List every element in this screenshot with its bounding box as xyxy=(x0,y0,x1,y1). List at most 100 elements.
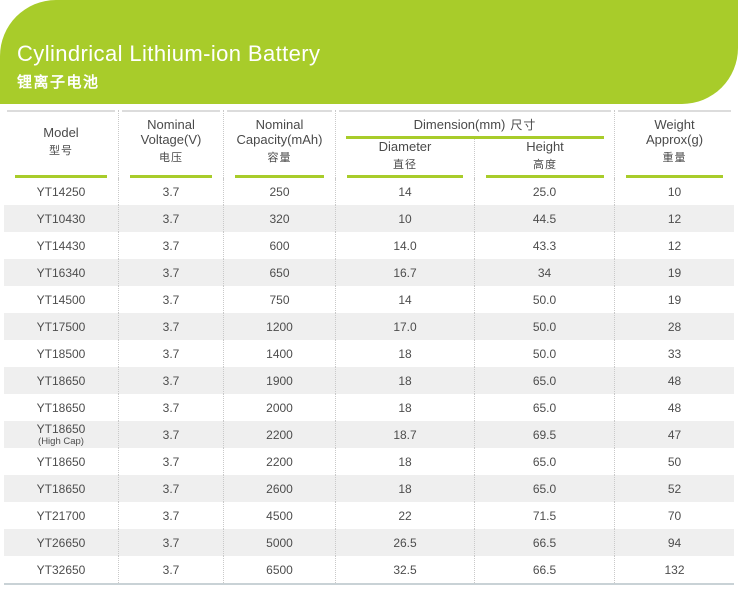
table-row: YT14250 3.7 250 14 25.0 10 xyxy=(4,178,734,205)
cell-model: YT32650 xyxy=(4,556,119,583)
cell-model: YT21700 xyxy=(4,502,119,529)
column-header-model-zh: 型号 xyxy=(49,144,73,157)
table-row: YT26650 3.7 5000 26.5 66.5 94 xyxy=(4,529,734,556)
cell-height: 44.5 xyxy=(475,205,615,232)
cell-model: YT18650 xyxy=(4,394,119,421)
cell-capacity: 2200 xyxy=(224,421,336,448)
cell-voltage: 3.7 xyxy=(119,178,224,205)
cell-diameter: 22 xyxy=(336,502,475,529)
dimension-subheaders: Diameter 直径 Height 高度 xyxy=(336,139,615,181)
cell-diameter: 18 xyxy=(336,475,475,502)
cell-model: YT18500 xyxy=(4,340,119,367)
cell-diameter: 14 xyxy=(336,286,475,313)
column-group-dimension: Dimension(mm) 尺寸 Diameter 直径 Height 高度 xyxy=(336,110,615,181)
cell-weight: 52 xyxy=(667,481,682,496)
cell-diameter: 18.7 xyxy=(336,421,475,448)
cell-height: 65.0 xyxy=(475,448,615,475)
cell-weight: 70 xyxy=(667,508,682,523)
column-header-weight-en: Weight Approx(g) xyxy=(645,116,704,148)
cell-height: 69.5 xyxy=(475,421,615,448)
cell-voltage: 3.7 xyxy=(119,448,224,475)
cell-diameter: 16.7 xyxy=(336,259,475,286)
cell-weight: 50 xyxy=(667,454,682,469)
battery-spec-table: Model 型号 Nominal Voltage(V) 电压 Nominal C… xyxy=(4,110,734,585)
table-row: YT17500 3.7 1200 17.0 50.0 28 xyxy=(4,313,734,340)
cell-diameter: 17.0 xyxy=(336,313,475,340)
cell-height: 66.5 xyxy=(475,556,615,583)
cell-weight: 48 xyxy=(667,373,682,388)
cell-diameter: 10 xyxy=(336,205,475,232)
cell-height: 43.3 xyxy=(475,232,615,259)
cell-weight: 10 xyxy=(667,184,682,199)
table-row: YT14500 3.7 750 14 50.0 19 xyxy=(4,286,734,313)
table-row: YT21700 3.7 4500 22 71.5 70 xyxy=(4,502,734,529)
cell-weight: 19 xyxy=(667,265,682,280)
cell-capacity: 1400 xyxy=(224,340,336,367)
table-row: YT16340 3.7 650 16.7 34 19 xyxy=(4,259,734,286)
page-title: Cylindrical Lithium-ion Battery xyxy=(17,41,321,66)
column-header-diameter-zh: 直径 xyxy=(393,159,417,172)
cell-model: YT10430 xyxy=(4,205,119,232)
table-row: YT18650 (High Cap) 3.7 2200 18.7 69.5 47 xyxy=(4,421,734,448)
cell-height: 66.5 xyxy=(475,529,615,556)
cell-weight: 12 xyxy=(667,238,682,253)
table-row: YT14430 3.7 600 14.0 43.3 12 xyxy=(4,232,734,259)
cell-model: YT18650 (High Cap) xyxy=(4,421,119,448)
column-header-height-en: Height xyxy=(526,139,564,154)
cell-voltage: 3.7 xyxy=(119,367,224,394)
column-header-height: Height 高度 xyxy=(475,139,615,180)
cell-capacity: 1200 xyxy=(224,313,336,340)
cell-model: YT26650 xyxy=(4,529,119,556)
cell-model: YT18650 xyxy=(4,475,119,502)
column-header-model-en: Model xyxy=(43,124,79,140)
cell-voltage: 3.7 xyxy=(119,340,224,367)
column-header-capacity-zh: 容量 xyxy=(267,152,292,165)
table-row: YT18500 3.7 1400 18 50.0 33 xyxy=(4,340,734,367)
cell-diameter: 18 xyxy=(336,367,475,394)
page-subtitle: 锂离子电池 xyxy=(17,74,100,92)
cell-voltage: 3.7 xyxy=(119,475,224,502)
cell-capacity: 750 xyxy=(224,286,336,313)
cell-height: 50.0 xyxy=(475,313,615,340)
cell-model: YT17500 xyxy=(4,313,119,340)
table-row: YT18650 3.7 2600 18 65.0 52 xyxy=(4,475,734,502)
cell-weight: 12 xyxy=(667,211,682,226)
cell-voltage: 3.7 xyxy=(119,313,224,340)
cell-weight: 47 xyxy=(667,427,682,442)
cell-height: 65.0 xyxy=(475,475,615,502)
cell-weight: 28 xyxy=(667,319,682,334)
cell-capacity: 650 xyxy=(224,259,336,286)
column-header-diameter-en: Diameter xyxy=(378,139,432,154)
cell-voltage: 3.7 xyxy=(119,556,224,583)
column-header-diameter: Diameter 直径 xyxy=(336,139,475,181)
column-header-voltage-en: Nominal Voltage(V) xyxy=(140,116,202,148)
table-row: YT18650 3.7 1900 18 65.0 48 xyxy=(4,367,734,394)
cell-capacity: 5000 xyxy=(224,529,336,556)
cell-capacity: 4500 xyxy=(224,502,336,529)
cell-capacity: 2000 xyxy=(224,394,336,421)
cell-model: YT14500 xyxy=(4,286,119,313)
title-banner: Cylindrical Lithium-ion Battery 锂离子电池 xyxy=(0,0,738,104)
cell-capacity: 2600 xyxy=(224,475,336,502)
table-row: YT32650 3.7 6500 32.5 66.5 132 xyxy=(4,556,734,583)
cell-height: 50.0 xyxy=(475,286,615,313)
cell-height: 65.0 xyxy=(475,367,615,394)
cell-diameter: 32.5 xyxy=(336,556,475,583)
cell-weight: 19 xyxy=(667,292,682,307)
cell-capacity: 6500 xyxy=(224,556,336,583)
table-header-row: Model 型号 Nominal Voltage(V) 电压 Nominal C… xyxy=(4,110,734,181)
cell-diameter: 18 xyxy=(336,340,475,367)
column-group-dimension-en: Dimension(mm) xyxy=(413,116,506,132)
column-header-height-zh: 高度 xyxy=(533,159,557,172)
column-header-weight: Weight Approx(g) 重量 xyxy=(615,110,734,180)
cell-diameter: 14.0 xyxy=(336,232,475,259)
cell-capacity: 320 xyxy=(224,205,336,232)
cell-voltage: 3.7 xyxy=(119,502,224,529)
table-body: YT14250 3.7 250 14 25.0 10 YT10430 3.7 3… xyxy=(4,178,734,583)
cell-model: YT14430 xyxy=(4,232,119,259)
cell-voltage: 3.7 xyxy=(119,421,224,448)
cell-weight: 132 xyxy=(664,562,685,577)
cell-model: YT14250 xyxy=(4,178,119,205)
cell-voltage: 3.7 xyxy=(119,205,224,232)
cell-height: 65.0 xyxy=(475,394,615,421)
